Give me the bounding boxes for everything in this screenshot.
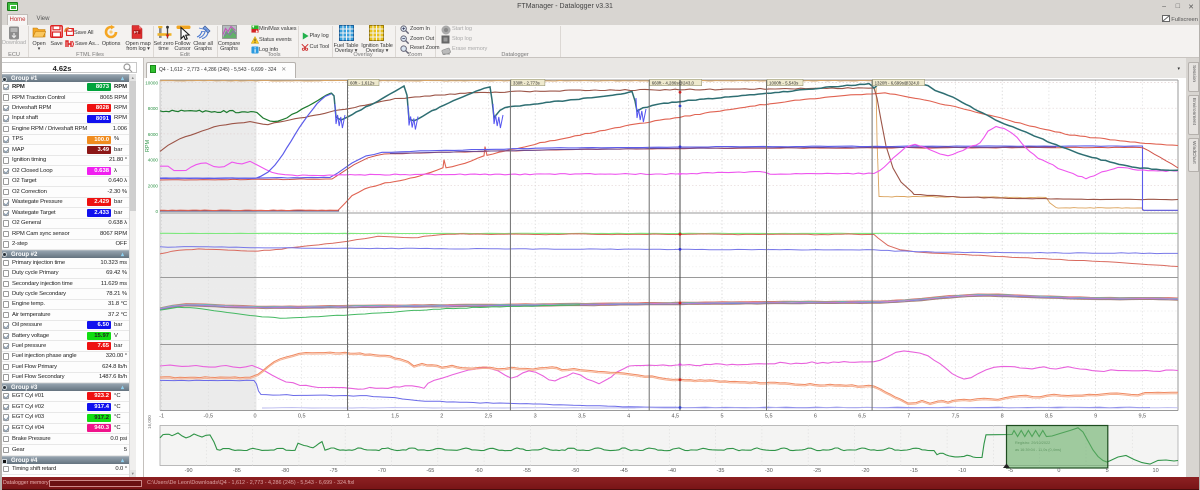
svg-text:330ft - 2,773s: 330ft - 2,773s [513, 80, 541, 85]
svg-text:10: 10 [1153, 468, 1159, 474]
svg-text:8: 8 [1001, 414, 1004, 420]
svg-text:0: 0 [1057, 468, 1060, 474]
svg-text:-20: -20 [862, 468, 870, 474]
svg-text:5: 5 [1106, 468, 1109, 474]
svg-text:2,5: 2,5 [485, 414, 493, 420]
svg-text:-85: -85 [233, 468, 241, 474]
svg-text:-15: -15 [910, 468, 918, 474]
svg-text:-80: -80 [281, 468, 289, 474]
svg-text:6000: 6000 [148, 132, 159, 137]
svg-text:as 16:39:04 - 11,0s (0,4ms): as 16:39:04 - 11,0s (0,4ms) [1015, 448, 1062, 452]
svg-text:-60: -60 [475, 468, 483, 474]
svg-text:6,5: 6,5 [858, 414, 866, 420]
svg-text:-40: -40 [668, 468, 676, 474]
svg-text:-1: -1 [159, 414, 164, 420]
svg-text:-70: -70 [378, 468, 386, 474]
svg-text:8000: 8000 [148, 106, 159, 111]
svg-text:-35: -35 [717, 468, 725, 474]
svg-text:2: 2 [440, 414, 443, 420]
svg-text:1000ft - 5,543s: 1000ft - 5,543s [769, 80, 799, 85]
svg-text:5,5: 5,5 [765, 414, 773, 420]
svg-text:-0,5: -0,5 [204, 414, 213, 420]
svg-text:9,5: 9,5 [1138, 414, 1146, 420]
svg-text:0: 0 [253, 414, 256, 420]
svg-text:7,5: 7,5 [952, 414, 960, 420]
svg-text:5: 5 [720, 414, 723, 420]
svg-text:-10: -10 [958, 468, 966, 474]
svg-text:1: 1 [347, 414, 350, 420]
svg-text:6: 6 [814, 414, 817, 420]
svg-text:Registro: 29/10/2022: Registro: 29/10/2022 [1015, 441, 1050, 445]
svg-text:0: 0 [155, 209, 158, 214]
svg-text:-25: -25 [813, 468, 821, 474]
svg-text:8,5: 8,5 [1045, 414, 1053, 420]
svg-text:4000: 4000 [148, 158, 159, 163]
svg-text:2000: 2000 [148, 183, 159, 188]
svg-text:-65: -65 [426, 468, 434, 474]
svg-text:0,5: 0,5 [298, 414, 306, 420]
svg-text:RPM: RPM [145, 139, 151, 152]
svg-text:FT: FT [134, 30, 139, 34]
svg-text:660ft - 4,286s@243,0: 660ft - 4,286s@243,0 [652, 80, 695, 85]
svg-text:3: 3 [534, 414, 537, 420]
svg-text:60ft - 1,612s: 60ft - 1,612s [350, 80, 375, 85]
svg-text:4,5: 4,5 [671, 414, 679, 420]
svg-text:-75: -75 [330, 468, 338, 474]
svg-text:10000: 10000 [145, 81, 158, 86]
svg-text:-45: -45 [620, 468, 628, 474]
svg-text:-50: -50 [571, 468, 579, 474]
svg-text:9: 9 [1094, 414, 1097, 420]
svg-text:-90: -90 [185, 468, 193, 474]
svg-text:-5: -5 [1008, 468, 1013, 474]
svg-text:-30: -30 [765, 468, 773, 474]
svg-text:1,5: 1,5 [391, 414, 399, 420]
svg-text:-55: -55 [523, 468, 531, 474]
svg-text:7: 7 [907, 414, 910, 420]
svg-text:4: 4 [627, 414, 630, 420]
svg-text:1320ft - 6,699s@324,0: 1320ft - 6,699s@324,0 [875, 80, 920, 85]
svg-text:16,000: 16,000 [147, 415, 152, 429]
svg-text:3,5: 3,5 [578, 414, 586, 420]
